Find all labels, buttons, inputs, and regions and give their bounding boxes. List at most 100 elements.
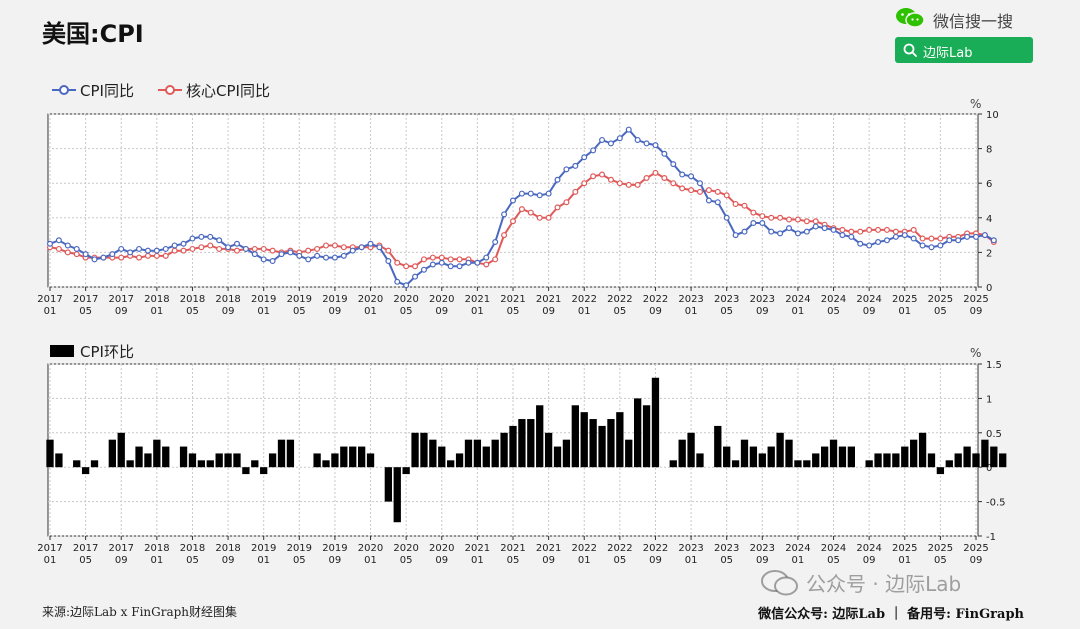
series-0-point [892, 233, 899, 240]
wechat-label: 微信搜一搜 [933, 12, 1014, 31]
bar-xtick-label: 2024 09 [856, 543, 881, 566]
line-xtick-label: 2022 01 [572, 294, 597, 317]
series-1-point [839, 226, 846, 233]
bar-xtick-label: 2017 05 [73, 543, 98, 566]
series-1-point [260, 245, 267, 252]
series-0-point [714, 199, 721, 206]
search-button[interactable]: 边际Lab [895, 37, 1033, 63]
watermark: 公众号 · 边际Lab [760, 568, 961, 597]
series-1-point [189, 245, 196, 252]
series-0-point [198, 233, 205, 240]
mom-bar [598, 425, 606, 468]
bar-xtick-label: 2025 09 [963, 543, 988, 566]
series-0-point [812, 223, 819, 230]
mom-bar [135, 446, 143, 468]
mom-bar [669, 460, 677, 468]
bar-xtick-label: 2025 01 [892, 543, 917, 566]
mom-bar [224, 453, 232, 468]
mom-bar [910, 439, 918, 468]
mom-bar [277, 439, 286, 468]
line-ytick-label: 10 [986, 110, 999, 121]
legend-core-cpi-yoy: 核心CPI同比 [186, 82, 270, 100]
line-xtick-label: 2017 09 [109, 294, 134, 317]
series-1-point [919, 235, 926, 242]
series-0-point [705, 197, 712, 204]
bar-xtick-label: 2021 09 [536, 543, 561, 566]
mom-bar [945, 460, 953, 468]
series-0-point [741, 228, 748, 235]
series-1-point [447, 256, 454, 263]
series-0-point [127, 249, 134, 256]
series-1-point [928, 235, 935, 242]
line-chart-unit: % [970, 97, 981, 111]
mom-bar [384, 467, 392, 502]
line-xtick-label: 2018 01 [144, 294, 169, 317]
line-xtick-label: 2021 09 [536, 294, 561, 317]
line-xtick-label: 2024 01 [785, 294, 810, 317]
mom-bar [562, 439, 571, 468]
series-1-point [599, 171, 606, 178]
series-0-point [581, 154, 588, 161]
mom-bar [829, 439, 838, 468]
mom-bar [162, 446, 170, 468]
series-1-point [331, 242, 338, 249]
mom-bar [607, 419, 615, 468]
mom-bar [838, 446, 847, 468]
series-1-point [518, 206, 525, 213]
series-0-point [358, 244, 365, 251]
mom-bar [215, 453, 223, 468]
series-1-point [741, 202, 748, 209]
series-1-point [385, 247, 392, 254]
mom-bar [892, 453, 900, 468]
series-0-point [928, 244, 935, 251]
series-1-point [910, 226, 917, 233]
series-0-point [251, 251, 258, 258]
mom-bar [117, 432, 125, 468]
line-xtick-label: 2024 05 [821, 294, 846, 317]
line-ytick-label: 0 [986, 283, 992, 294]
mom-bar [473, 439, 482, 468]
series-0-point [438, 259, 445, 266]
mom-bar [740, 439, 749, 468]
mom-bar [411, 432, 419, 468]
series-1-point [786, 216, 793, 223]
series-1-point [875, 226, 882, 233]
mom-bar [687, 432, 695, 468]
series-1-point [848, 228, 855, 235]
series-0-point [883, 237, 890, 244]
bar-ytick-label: 0.5 [986, 429, 1002, 440]
series-1-point [812, 218, 819, 225]
series-1-point [438, 254, 445, 261]
series-0-point [777, 230, 784, 237]
series-0-point [607, 140, 614, 147]
bar-xtick-label: 2022 09 [643, 543, 668, 566]
series-0-point [572, 162, 579, 169]
series-0-point [314, 252, 321, 259]
series-1-point [527, 209, 534, 216]
line-xtick-label: 2023 09 [750, 294, 775, 317]
series-0-point [616, 135, 623, 142]
series-1-point [714, 188, 721, 195]
series-1-point [162, 252, 169, 259]
series-1-point [572, 188, 579, 195]
series-1-point [866, 226, 873, 233]
mom-bar [491, 439, 499, 468]
mom-bar [901, 446, 909, 468]
series-0-point [349, 247, 356, 254]
series-0-point [919, 242, 926, 249]
series-0-point [118, 245, 125, 252]
bar-xtick-label: 2019 09 [322, 543, 347, 566]
series-1-point [705, 187, 712, 194]
series-0-point [82, 251, 89, 258]
line-ytick-label: 4 [986, 214, 992, 225]
bar-ytick-label: -0.5 [986, 498, 1006, 509]
mom-bar [981, 439, 989, 468]
series-1-point [857, 228, 864, 235]
series-0-point [100, 254, 107, 261]
series-0-point [972, 233, 979, 240]
series-1-point [536, 214, 543, 221]
mom-bar [954, 453, 962, 468]
series-0-point [260, 256, 267, 263]
mom-bar [331, 453, 339, 468]
bar-xtick-label: 2023 05 [714, 543, 739, 566]
